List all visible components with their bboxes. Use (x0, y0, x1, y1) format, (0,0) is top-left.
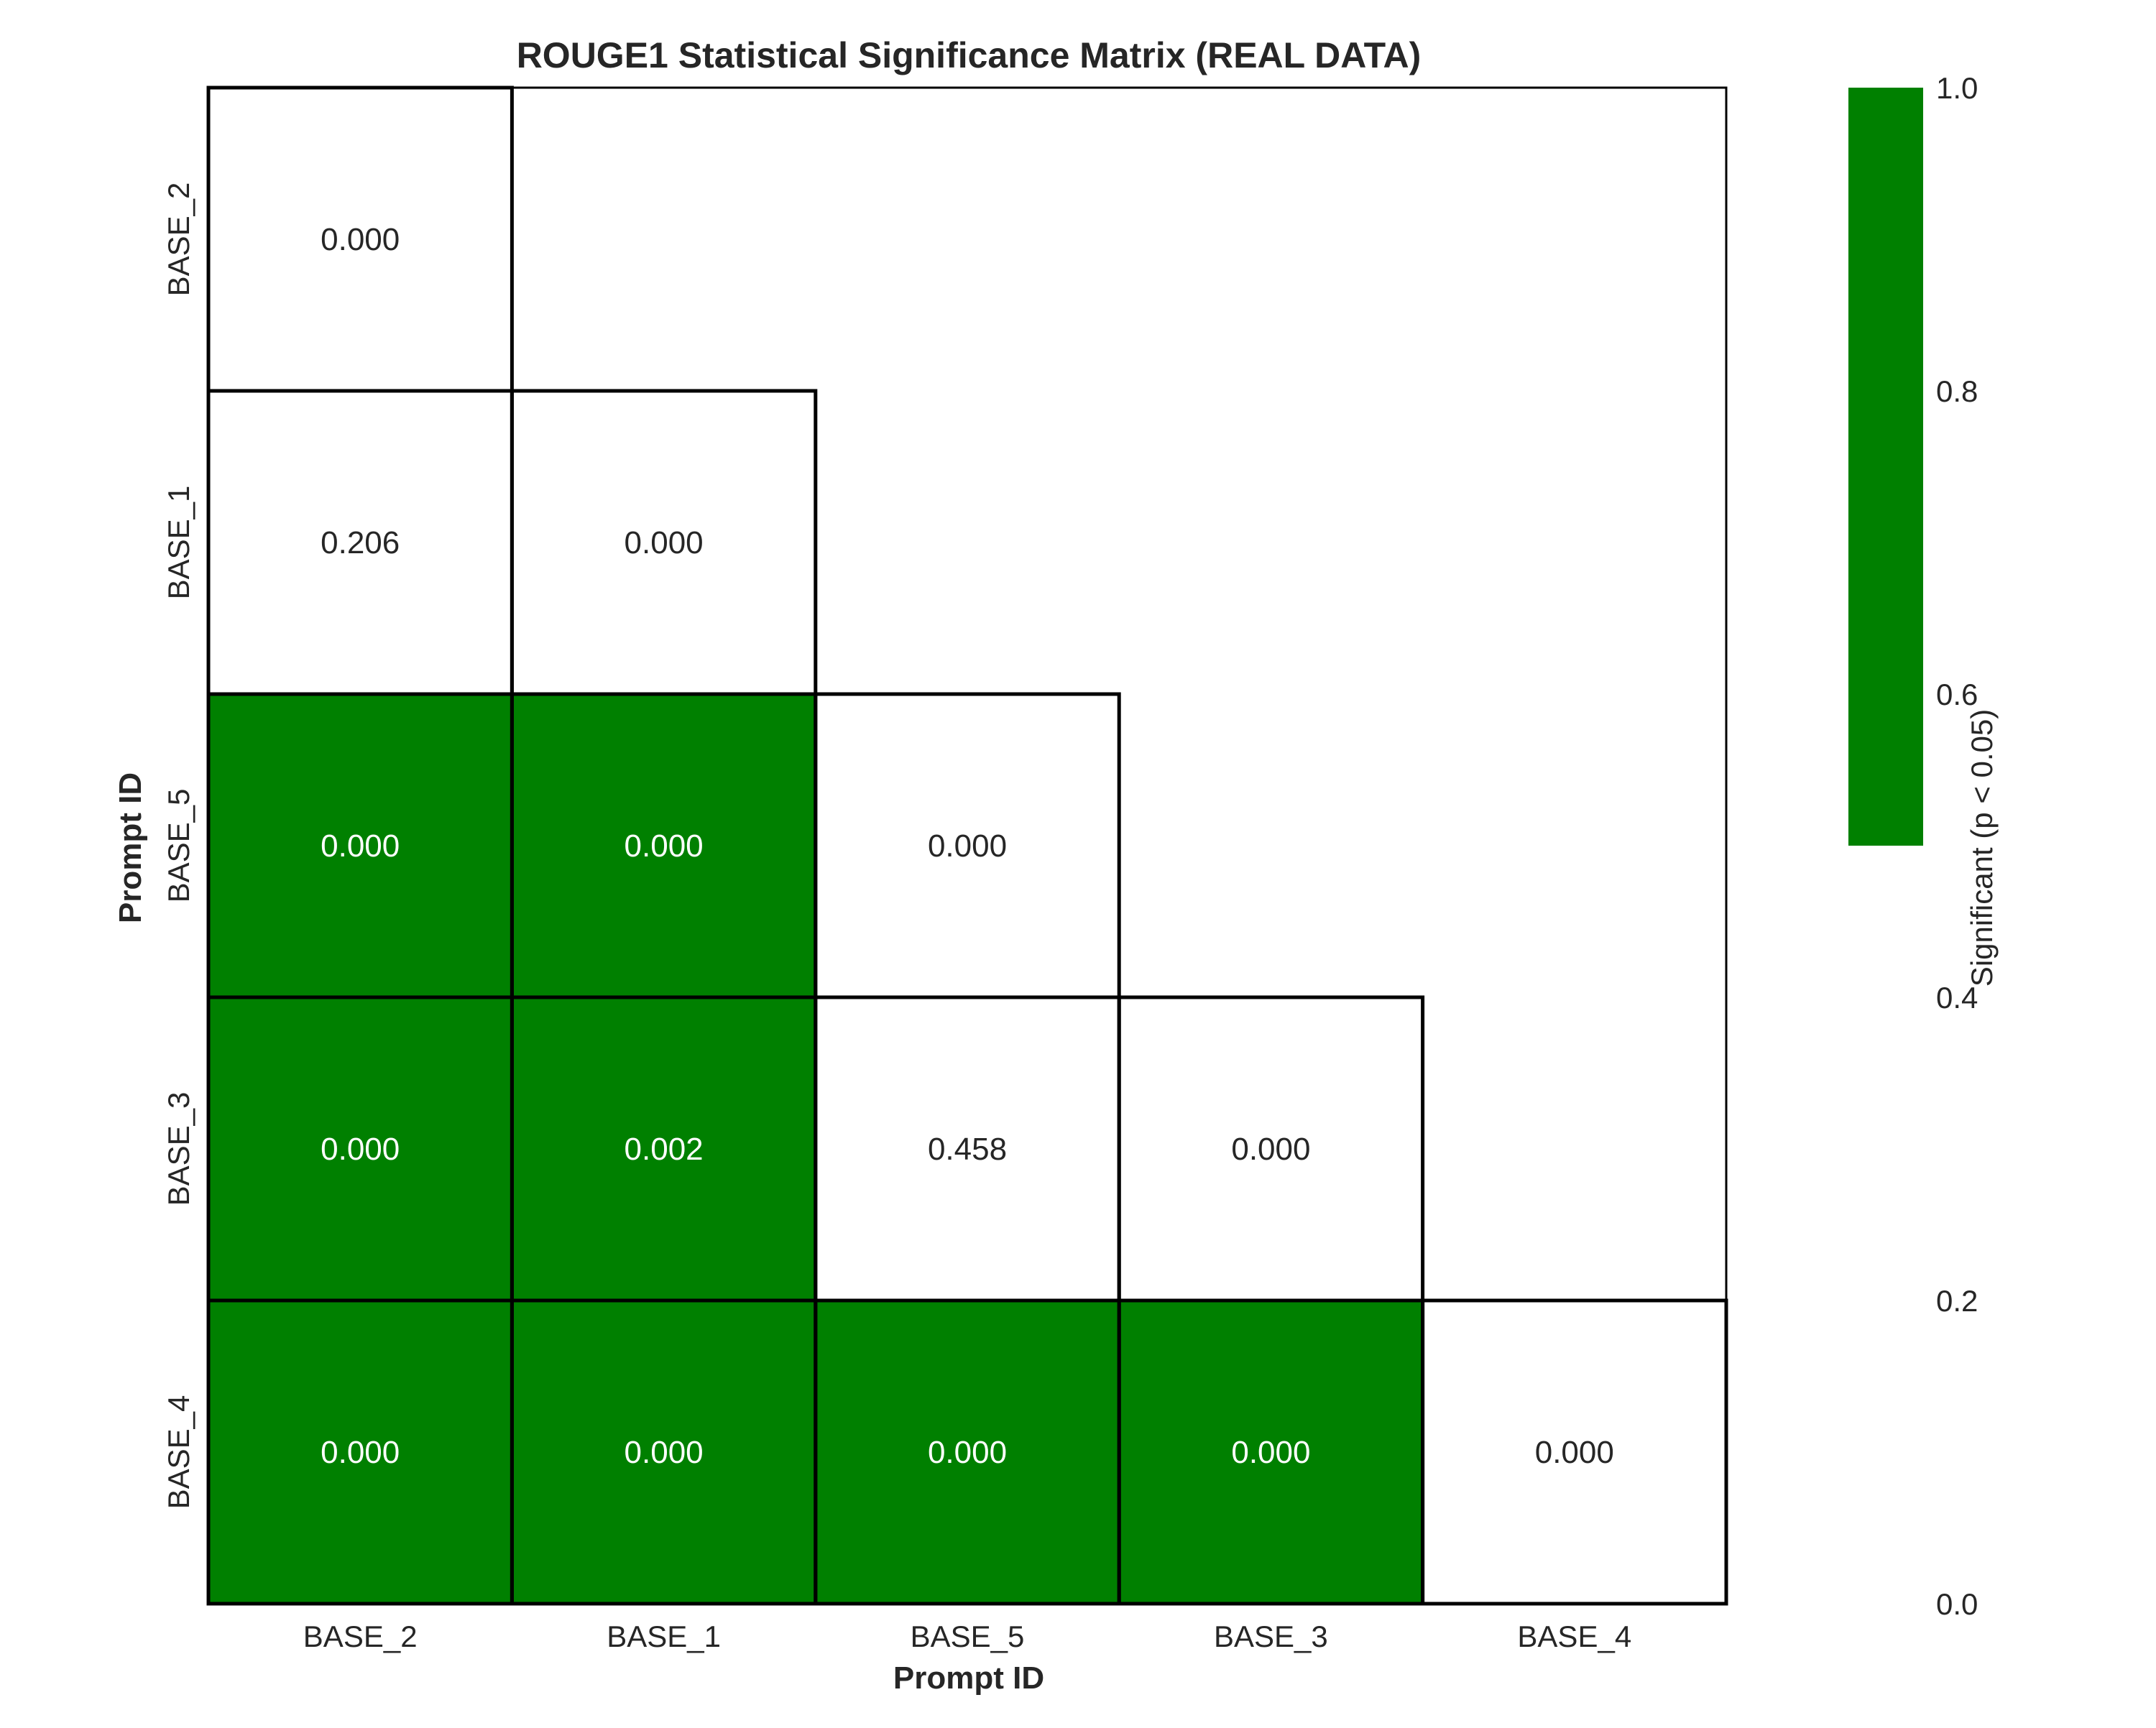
x-axis-label: Prompt ID (893, 1660, 1044, 1696)
x-tick-label: BASE_3 (1214, 1620, 1328, 1653)
cell-value-label: 0.000 (928, 1435, 1007, 1470)
plot-frame (207, 86, 1728, 1605)
y-axis-label: Prompt ID (113, 772, 148, 923)
heatmap-cell (815, 997, 1120, 1300)
cell-value-label: 0.000 (1535, 1435, 1614, 1470)
y-tick-label: BASE_2 (162, 182, 195, 297)
cell-value-label: 0.000 (321, 1132, 400, 1167)
heatmap-cell (1119, 1300, 1423, 1604)
cell-value-label: 0.000 (625, 1435, 704, 1470)
colorbar-tick-label: 0.6 (1936, 678, 1978, 711)
heatmap-cell (208, 88, 512, 391)
cell-value-label: 0.206 (321, 525, 400, 560)
colorbar-tick-label: 0.4 (1936, 981, 1978, 1015)
cell-value-label: 0.000 (625, 828, 704, 864)
x-tick-label: BASE_5 (911, 1620, 1025, 1653)
heatmap-cell (1422, 1300, 1726, 1604)
heatmap-cell (512, 997, 816, 1300)
heatmap-cell (208, 1300, 512, 1604)
colorbar-tick-label: 0.8 (1936, 374, 1978, 408)
colorbar: 0.0 0.2 0.4 0.6 0.8 1.0 (1848, 71, 1978, 1621)
cell-value-label: 0.000 (1231, 1132, 1310, 1167)
cell-value-label: 0.000 (1231, 1435, 1310, 1470)
chart-title: ROUGE1 Statistical Significance Matrix (… (517, 35, 1422, 75)
colorbar-label: Significant (p < 0.05) (1965, 709, 1999, 987)
y-tick-label: BASE_5 (162, 789, 195, 903)
y-tick-label: BASE_1 (162, 486, 195, 600)
heatmap-cells (208, 88, 1726, 1604)
heatmap-cell (512, 1300, 816, 1604)
heatmap-cell (512, 391, 816, 694)
y-tick-label: BASE_3 (162, 1092, 195, 1206)
cell-value-label: 0.000 (625, 525, 704, 560)
cell-value-label: 0.000 (928, 828, 1007, 864)
heatmap-cell (208, 694, 512, 997)
cell-value-label: 0.000 (321, 1435, 400, 1470)
cell-value-label: 0.000 (321, 222, 400, 257)
colorbar-tick-label: 1.0 (1936, 71, 1978, 105)
heatmap-cell (208, 391, 512, 694)
heatmap-cell (815, 694, 1120, 997)
heatmap-cell (208, 997, 512, 1300)
y-tick-label: BASE_4 (162, 1395, 195, 1510)
heatmap-cell (815, 1300, 1120, 1604)
x-tick-label: BASE_2 (303, 1620, 418, 1653)
axes: BASE_2 BASE_1 BASE_5 BASE_3 BASE_4 BASE_2 BASE… (162, 86, 1728, 1653)
cell-value-label: 0.458 (928, 1132, 1007, 1167)
cell-value-labels: 0.000 0.206 0.000 0.000 0.000 0.000 0.000 0.002… (321, 222, 1614, 1470)
colorbar-tick-label: 0.0 (1936, 1587, 1978, 1621)
heatmap-cell (1119, 997, 1423, 1300)
heatmap-cell (512, 694, 816, 997)
x-tick-label: BASE_1 (607, 1620, 721, 1653)
cell-value-label: 0.002 (625, 1132, 704, 1167)
x-tick-label: BASE_4 (1517, 1620, 1631, 1653)
cell-value-label: 0.000 (321, 828, 400, 864)
colorbar-tick-label: 0.2 (1936, 1284, 1978, 1318)
colorbar-fill (1848, 88, 1923, 846)
